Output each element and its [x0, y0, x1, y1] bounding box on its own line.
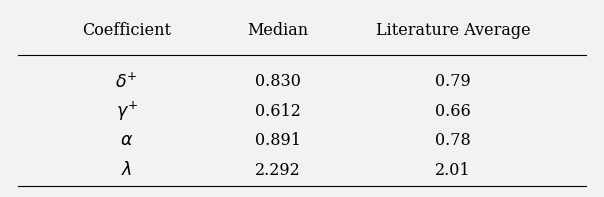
Text: 2.292: 2.292: [255, 162, 301, 179]
Text: 0.66: 0.66: [435, 103, 471, 120]
Text: Coefficient: Coefficient: [82, 22, 172, 39]
Text: $\alpha$: $\alpha$: [120, 132, 133, 149]
Text: $\gamma^{+}$: $\gamma^{+}$: [116, 100, 138, 123]
Text: 0.79: 0.79: [435, 73, 471, 90]
Text: $\lambda$: $\lambda$: [121, 161, 132, 179]
Text: 0.830: 0.830: [255, 73, 301, 90]
Text: 2.01: 2.01: [435, 162, 471, 179]
Text: Literature Average: Literature Average: [376, 22, 530, 39]
Text: 0.891: 0.891: [255, 132, 301, 149]
Text: 0.78: 0.78: [435, 132, 471, 149]
Text: Median: Median: [247, 22, 309, 39]
Text: 0.612: 0.612: [255, 103, 301, 120]
Text: $\delta^{+}$: $\delta^{+}$: [115, 72, 138, 91]
